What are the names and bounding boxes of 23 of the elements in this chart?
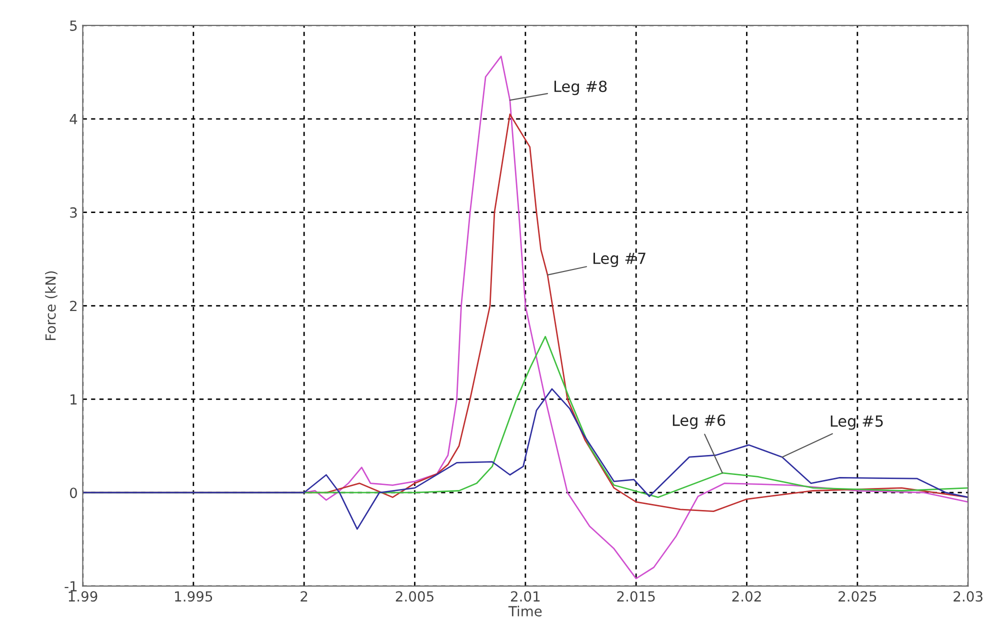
annotation: Leg #6 xyxy=(672,414,726,429)
y-tick-label: 0 xyxy=(70,488,77,498)
x-tick-label: 2.03 xyxy=(954,591,982,602)
line-series xyxy=(82,388,968,530)
y-tick-label: -1 xyxy=(64,581,77,592)
x-tick-label: 2.01 xyxy=(510,591,540,602)
x-axis-title: Time xyxy=(508,606,542,616)
annotation: Leg #5 xyxy=(830,415,883,430)
x-tick-label: 2 xyxy=(300,591,308,602)
y-tick-label: 1 xyxy=(70,394,77,404)
y-tick-label: 3 xyxy=(70,207,77,218)
y-tick-label: 4 xyxy=(70,114,78,124)
y-axis-title: Force (kN) xyxy=(45,271,58,340)
annotation: Leg #7 xyxy=(593,252,646,268)
y-tick-label: 5 xyxy=(70,20,77,31)
y-tick-label: 2 xyxy=(70,300,76,312)
x-tick-label: 2.02 xyxy=(732,591,761,602)
x-tick-label: 2.015 xyxy=(617,591,655,602)
x-tick-label: 2.025 xyxy=(838,591,876,602)
annotation: Leg #8 xyxy=(554,80,607,96)
x-tick-label: 1.995 xyxy=(175,591,212,602)
x-tick-label: 2.005 xyxy=(396,591,434,602)
x-tick-label: 1.99 xyxy=(68,591,98,602)
